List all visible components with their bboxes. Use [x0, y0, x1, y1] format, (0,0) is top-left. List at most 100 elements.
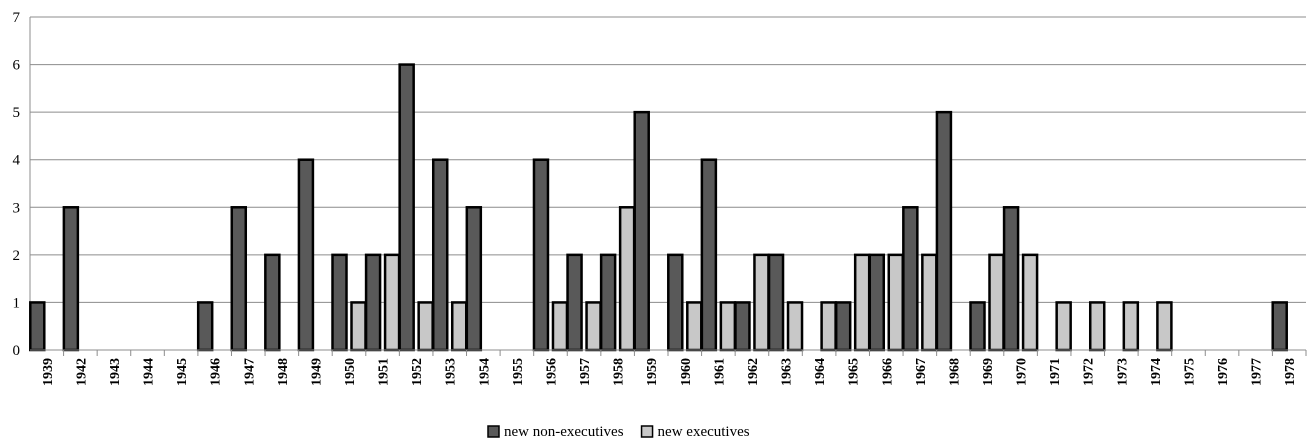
bar-executives-1974: [1156, 301, 1173, 352]
bar-executives-1957: [585, 301, 602, 352]
bar-executives-1960: [686, 301, 703, 352]
bar-executives-1958: [618, 206, 636, 352]
x-tick-label: 1977: [1250, 358, 1265, 386]
x-tick-label: 1975: [1182, 358, 1197, 386]
x-tick-label: 1972: [1082, 358, 1097, 386]
x-tick-label: 1961: [712, 358, 727, 386]
x-axis: 1939 1942 1943 1944 1945 1946 1947 1948 1949 1950…: [30, 349, 1307, 386]
bar-non-executives-1960: [667, 253, 684, 352]
x-tick-label: 1973: [1115, 358, 1130, 386]
bar-non-executives-1956: [532, 158, 550, 352]
bar-executives-1953: [450, 301, 468, 352]
legend-label: new executives: [658, 424, 750, 440]
x-tick-label: 1955: [511, 358, 526, 386]
bar-executives-1952: [417, 301, 434, 352]
bar-non-executives-1961: [700, 158, 718, 352]
bar-non-executives-1978: [1271, 301, 1288, 352]
bar-executives-1951: [383, 253, 401, 352]
bar-executives-1969: [988, 253, 1005, 352]
x-tick-label: 1950: [343, 358, 358, 386]
x-tick-label: 1969: [981, 358, 996, 386]
x-tick-label: 1952: [410, 358, 425, 386]
bar-non-executives-1966: [868, 253, 886, 352]
bar-executives-1966: [887, 253, 905, 352]
bar-non-executives-1950: [331, 253, 348, 352]
x-tick-label: 1960: [679, 358, 694, 386]
bar-non-executives-1947: [230, 206, 248, 352]
bar-non-executives-1962: [734, 301, 751, 352]
bar-non-executives-1942: [62, 206, 80, 352]
bar-non-executives-1969: [969, 301, 986, 352]
x-tick-label: 1965: [847, 358, 862, 386]
bar-executives-1972: [1088, 301, 1106, 352]
x-tick-label: 1945: [175, 358, 190, 386]
y-tick-label: 7: [13, 10, 21, 26]
x-tick-label: 1953: [444, 358, 459, 386]
bar-non-executives-1970: [1002, 206, 1020, 352]
x-tick-label: 1971: [1048, 358, 1063, 386]
bar-non-executives-1953: [431, 158, 449, 352]
y-tick-label: 1: [13, 295, 21, 311]
bar-executives-1961: [719, 301, 737, 352]
y-tick-label: 0: [13, 343, 21, 359]
bar-executives-1971: [1055, 301, 1072, 352]
x-tick-label: 1959: [645, 358, 660, 386]
x-tick-label: 1954: [477, 358, 492, 386]
legend-swatch-executives: [640, 425, 654, 438]
x-tick-label: 1947: [242, 358, 257, 386]
x-tick-label: 1951: [377, 358, 392, 386]
bar-executives-1973: [1122, 301, 1140, 352]
bar-executives-1963: [786, 301, 804, 352]
bar-executives-1970: [1021, 253, 1039, 352]
x-tick-label: 1968: [947, 358, 962, 386]
bar-executives-1965: [853, 253, 871, 352]
x-tick-label: 1962: [746, 358, 761, 386]
bar-non-executives-1957: [566, 253, 583, 352]
bar-non-executives-1949: [297, 158, 315, 352]
bar-non-executives-1939: [29, 301, 46, 352]
legend-label: new non-executives: [504, 424, 624, 440]
x-tick-label: 1964: [813, 358, 828, 386]
y-tick-label: 4: [13, 153, 21, 169]
bar-executives-1956: [551, 301, 569, 352]
x-tick-label: 1939: [41, 358, 56, 386]
x-tick-label: 1974: [1149, 358, 1164, 386]
x-tick-label: 1963: [780, 358, 795, 386]
bar-non-executives-1951: [364, 253, 382, 352]
x-tick-label: 1976: [1216, 358, 1231, 386]
bar-non-executives-1963: [767, 253, 785, 352]
x-tick-label: 1966: [880, 358, 895, 386]
bar-non-executives-1952: [398, 63, 415, 352]
bar-non-executives-1948: [264, 253, 281, 352]
bar-non-executives-1946: [196, 301, 214, 352]
x-tick-label: 1956: [544, 358, 559, 386]
bar-non-executives-1965: [834, 301, 852, 352]
x-tick-label: 1978: [1283, 358, 1298, 386]
legend-swatch-non-executives: [487, 425, 500, 438]
y-tick-label: 5: [13, 105, 21, 121]
x-tick-label: 1970: [1015, 358, 1030, 386]
bar-executives-1967: [921, 253, 938, 352]
x-tick-label: 1948: [276, 358, 291, 386]
y-tick-label: 6: [13, 58, 21, 74]
bar-executives-1964: [820, 301, 837, 352]
bar-non-executives-1954: [465, 206, 483, 352]
y-axis: 0 1 2 3 4 5 6 7: [13, 10, 31, 359]
x-tick-label: 1967: [914, 358, 929, 386]
bar-non-executives-1967: [902, 206, 919, 352]
x-tick-label: 1944: [142, 358, 157, 386]
legend: new non-executives new executives: [487, 424, 750, 440]
bar-non-executives-1968: [935, 110, 953, 352]
y-tick-label: 2: [13, 248, 21, 264]
bar-non-executives-1958: [599, 253, 617, 352]
y-tick-label: 3: [13, 200, 21, 216]
bar-non-executives-1959: [633, 110, 650, 352]
x-tick-label: 1957: [578, 358, 593, 386]
x-tick-label: 1946: [209, 358, 224, 386]
x-tick-label: 1942: [74, 358, 89, 386]
x-tick-label: 1949: [309, 358, 324, 386]
bar-executives-1962: [753, 253, 770, 352]
x-tick-label: 1958: [612, 358, 627, 386]
bar-executives-1950: [350, 301, 367, 352]
